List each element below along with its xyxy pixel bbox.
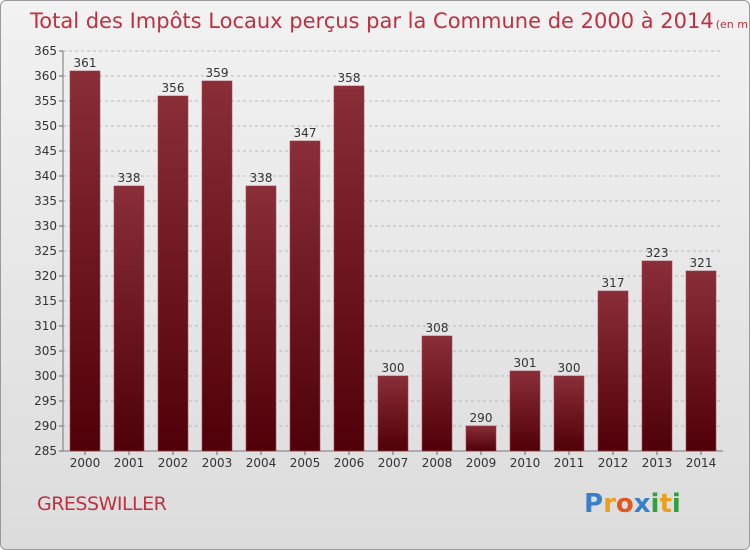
data-label-2002: 356 xyxy=(162,81,185,95)
logo-letter: t xyxy=(659,489,672,519)
chart-title-text: Total des Impôts Locaux perçus par la Co… xyxy=(29,9,714,33)
x-tick-label-2003: 2003 xyxy=(202,456,233,470)
y-tick-label: 340 xyxy=(34,169,57,183)
data-labels: 361 338 356 359 338 347 358 300 308 290 301 300 317 3… xyxy=(74,56,713,425)
data-label-2008: 308 xyxy=(426,321,449,335)
chart-subtitle: (en milliers d'€) xyxy=(716,18,750,31)
data-label-2004: 338 xyxy=(250,171,273,185)
x-tick-label-2004: 2004 xyxy=(246,456,277,470)
y-tick-label: 295 xyxy=(34,394,57,408)
data-label-2001: 338 xyxy=(118,171,141,185)
x-tick-label-2007: 2007 xyxy=(378,456,409,470)
bar-2000 xyxy=(69,70,101,452)
y-tick-label: 350 xyxy=(34,119,57,133)
logo-letter: o xyxy=(615,489,634,519)
data-label-2014: 321 xyxy=(690,256,713,270)
logo-letter: r xyxy=(603,489,616,519)
logo-letter: i xyxy=(650,489,660,519)
data-label-2007: 300 xyxy=(382,361,405,375)
bar-2011 xyxy=(553,375,585,452)
y-tick-label: 335 xyxy=(34,194,57,208)
bar-2005 xyxy=(289,140,321,452)
bar-2006 xyxy=(333,85,365,452)
data-label-2009: 290 xyxy=(470,411,493,425)
x-tick-label-2014: 2014 xyxy=(686,456,717,470)
y-tick-label: 305 xyxy=(34,344,57,358)
logo-letter: i xyxy=(671,489,681,519)
y-tick-label: 320 xyxy=(34,269,57,283)
bar-2008 xyxy=(421,335,453,452)
y-tick-label: 365 xyxy=(34,44,57,58)
y-tick-label: 310 xyxy=(34,319,57,333)
x-tick-label-2012: 2012 xyxy=(598,456,629,470)
bar-2009 xyxy=(465,425,497,452)
data-label-2006: 358 xyxy=(338,71,361,85)
commune-name: GRESSWILLER xyxy=(37,493,167,515)
data-label-2005: 347 xyxy=(294,126,317,140)
chart-title: Total des Impôts Locaux perçus par la Co… xyxy=(29,9,750,33)
y-tick-label: 315 xyxy=(34,294,57,308)
x-tick-labels: 2000 2001 2002 2003 2004 2005 2006 2007 2008 2009… xyxy=(70,451,717,470)
data-label-2003: 359 xyxy=(206,66,229,80)
x-tick-label-2013: 2013 xyxy=(642,456,673,470)
bar-2007 xyxy=(377,375,409,452)
x-tick-label-2011: 2011 xyxy=(554,456,585,470)
bar-2001 xyxy=(113,185,145,452)
x-tick-label-2000: 2000 xyxy=(70,456,101,470)
y-tick-label: 330 xyxy=(34,219,57,233)
bar-2012 xyxy=(597,290,629,452)
bar-2003 xyxy=(201,80,233,452)
logo-letter: P xyxy=(584,489,604,519)
logo-letter: x xyxy=(633,489,651,519)
y-tick-label: 325 xyxy=(34,244,57,258)
y-tick-label: 290 xyxy=(34,419,57,433)
y-tick-label: 360 xyxy=(34,69,57,83)
data-label-2012: 317 xyxy=(602,276,625,290)
y-tick-label: 345 xyxy=(34,144,57,158)
x-tick-label-2002: 2002 xyxy=(158,456,189,470)
data-label-2011: 300 xyxy=(558,361,581,375)
data-label-2000: 361 xyxy=(74,56,97,70)
x-tick-label-2008: 2008 xyxy=(422,456,453,470)
bar-2004 xyxy=(245,185,277,452)
y-tick-label: 355 xyxy=(34,94,57,108)
y-tick-label: 300 xyxy=(34,369,57,383)
bar-2002 xyxy=(157,95,189,452)
bar-2014 xyxy=(685,270,717,452)
proxiti-logo: Proxiti xyxy=(584,489,681,519)
x-tick-label-2010: 2010 xyxy=(510,456,541,470)
data-label-2010: 301 xyxy=(514,356,537,370)
y-tick-label: 285 xyxy=(34,444,57,458)
x-tick-label-2009: 2009 xyxy=(466,456,497,470)
data-label-2013: 323 xyxy=(646,246,669,260)
y-tick-labels: 285 290 295 300 305 310 315 320 325 330 335 340 345 3… xyxy=(34,44,57,458)
x-tick-label-2005: 2005 xyxy=(290,456,321,470)
bars xyxy=(69,70,717,452)
x-tick-label-2006: 2006 xyxy=(334,456,365,470)
bar-2010 xyxy=(509,370,541,452)
bar-2013 xyxy=(641,260,673,452)
x-tick-label-2001: 2001 xyxy=(114,456,145,470)
